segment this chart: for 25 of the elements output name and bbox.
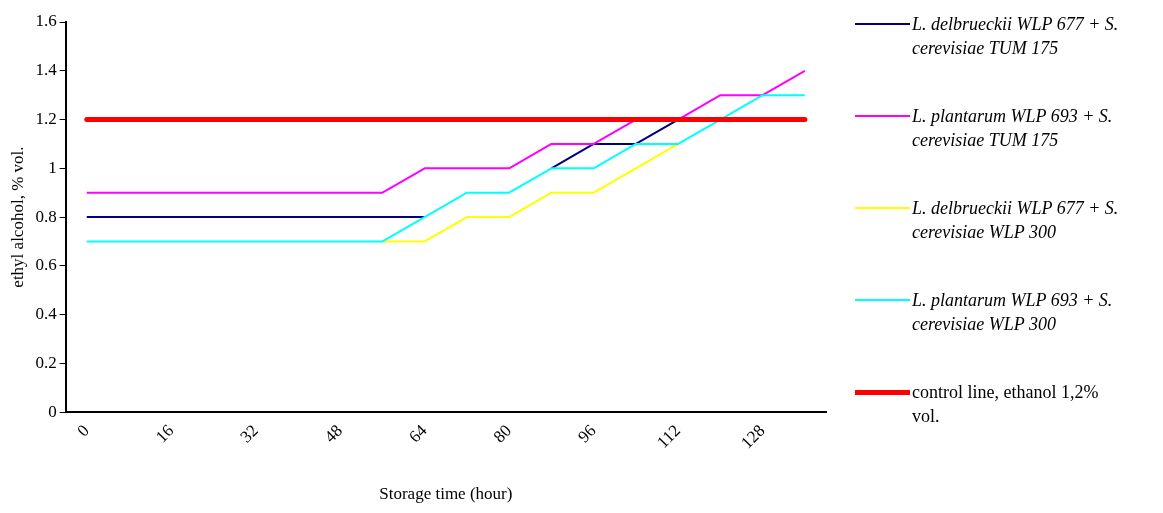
y-tick-label: 1.6 — [35, 11, 57, 31]
legend-label: L. delbrueckii WLP 677 + S. cerevisiae WLP 300 — [912, 197, 1120, 244]
legend-label: L. delbrueckii WLP 677 + S. cerevisiae TUM 175 — [912, 13, 1120, 60]
x-tick-label: 64 — [405, 420, 432, 447]
x-tick-label: 112 — [653, 420, 685, 452]
legend-label: L. plantarum WLP 693 + S. cerevisiae WLP 300 — [912, 289, 1114, 336]
y-tick-label: 0 — [48, 401, 57, 421]
x-tick-label: 32 — [236, 420, 262, 447]
y-tick-label: 1 — [48, 157, 57, 177]
legend-label: L. plantarum WLP 693 + S. cerevisiae TUM 175 — [912, 105, 1114, 152]
y-tick-label: 1.2 — [35, 109, 57, 128]
legend-label: control line, ethanol 1,2% vol. — [912, 381, 1100, 428]
y-tick-label: 1.4 — [35, 60, 58, 80]
y-tick-label: 0.6 — [35, 255, 57, 275]
x-axis-title: Storage time (hour) — [379, 484, 513, 504]
y-tick-label: 0.8 — [35, 206, 57, 226]
x-tick-label: 0 — [73, 420, 93, 441]
x-tick-label: 96 — [574, 420, 600, 447]
x-tick-label: 16 — [151, 420, 178, 447]
x-tick-label: 48 — [320, 420, 347, 447]
y-tick-label: 0.2 — [35, 352, 57, 372]
y-tick-label: 0.4 — [35, 304, 58, 324]
y-axis-title: ethyl alcohol, % vol. — [7, 146, 27, 288]
x-tick-label: 80 — [489, 420, 516, 447]
x-tick-label: 128 — [737, 420, 769, 453]
